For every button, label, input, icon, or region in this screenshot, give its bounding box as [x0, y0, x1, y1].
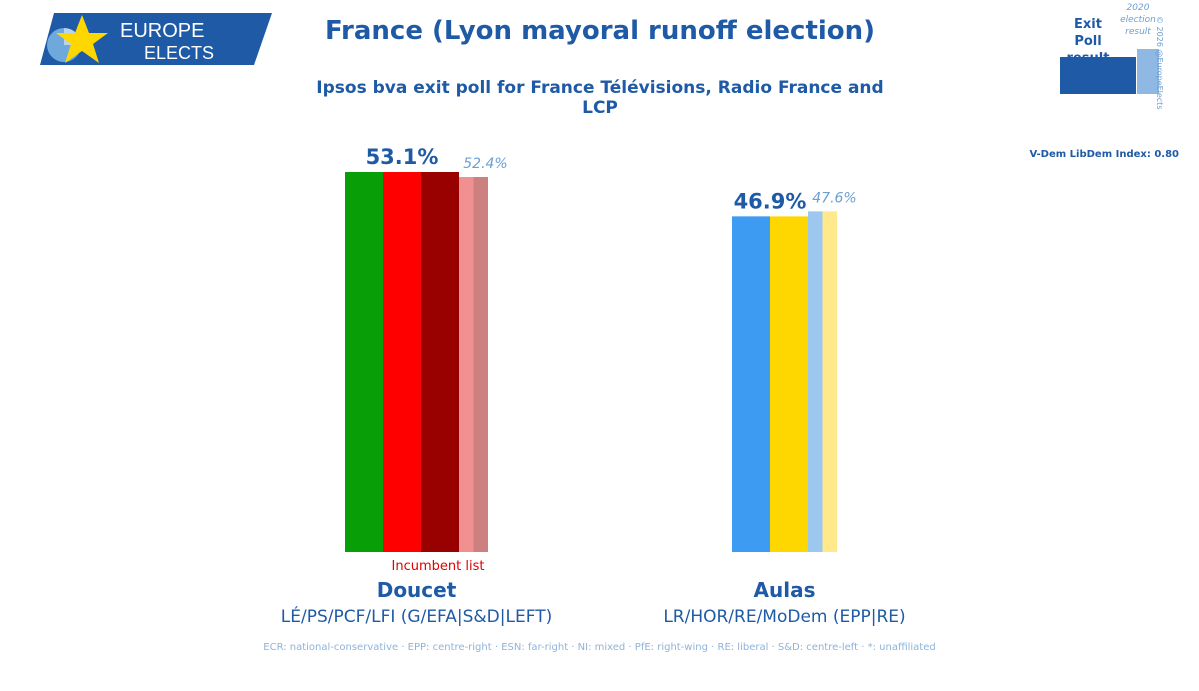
legend-exit-poll-label: Exit Poll result	[1066, 17, 1110, 66]
previous-result-bar	[473, 177, 488, 553]
exit-poll-value-label: 53.1%	[366, 145, 439, 169]
candidate-name: Doucet	[377, 578, 457, 602]
legend-exit-poll-swatch	[1060, 57, 1136, 94]
exit-poll-bar-segment	[421, 172, 459, 552]
incumbent-note: Incumbent list	[392, 559, 485, 574]
party-group-footnote: ECR: national-conservative · EPP: centre…	[263, 642, 936, 653]
vdem-index: V-Dem LibDem Index: 0.80	[1029, 149, 1179, 160]
chart-subtitle: Ipsos bva exit poll for France Télévisio…	[316, 78, 884, 118]
legend-previous-label: 2020 election result	[1120, 3, 1156, 37]
exit-poll-bar-segment	[383, 172, 421, 552]
europe-elects-logo: EUROPE ELECTS	[40, 13, 272, 65]
candidate-name: Aulas	[754, 578, 816, 602]
candidate-alliance: LÉ/PS/PCF/LFI (G/EFA|S&D|LEFT)	[281, 605, 552, 627]
exit-poll-value-label: 46.9%	[734, 189, 807, 213]
previous-result-bar	[808, 211, 823, 553]
previous-result-bar	[459, 177, 474, 553]
logo-text-europe: EUROPE	[120, 20, 204, 42]
candidate-alliance: LR/HOR/RE/MoDem (EPP|RE)	[663, 607, 905, 627]
legend-previous-swatch	[1137, 49, 1159, 94]
exit-poll-bar-segment	[732, 216, 770, 552]
logo-banner	[40, 13, 272, 65]
legend-graphic	[1060, 49, 1159, 94]
previous-value-label: 47.6%	[812, 190, 856, 206]
exit-poll-bar-segment	[345, 172, 383, 552]
chart-title: France (Lyon mayoral runoff election)	[324, 16, 876, 46]
exit-poll-bar-segment	[770, 216, 808, 552]
previous-result-bar	[822, 211, 837, 553]
logo-text-elects: ELECTS	[144, 43, 214, 63]
star-icon	[56, 15, 108, 63]
previous-value-label: 52.4%	[463, 156, 507, 172]
